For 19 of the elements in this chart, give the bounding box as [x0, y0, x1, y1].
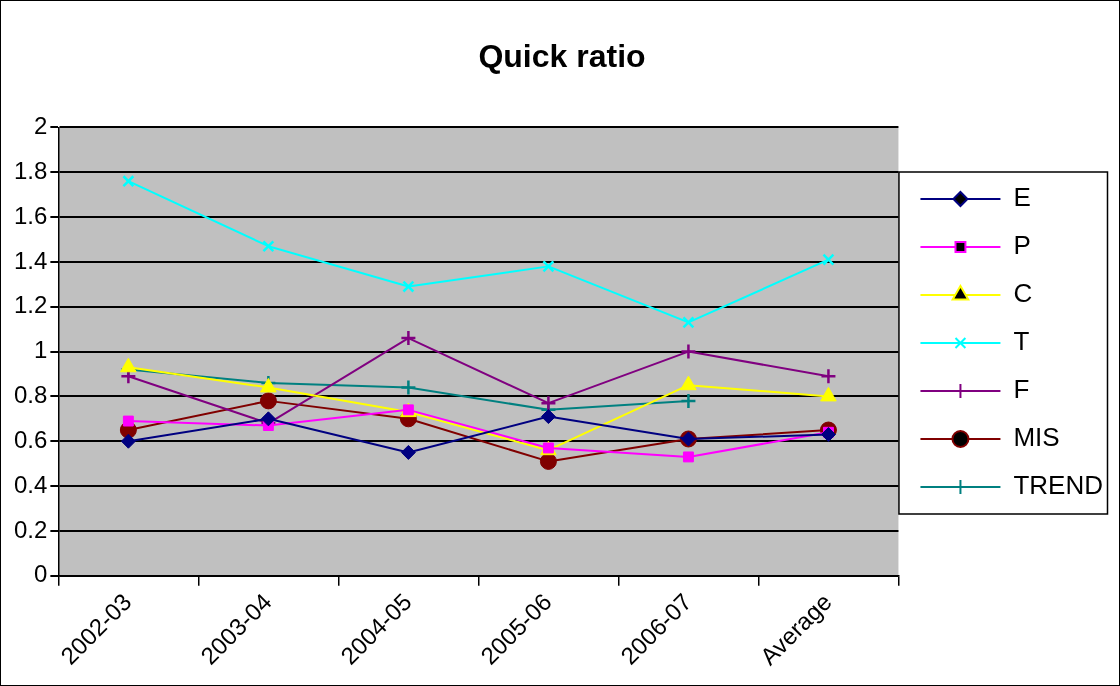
legend-label: MIS: [1013, 422, 1060, 453]
y-tick-label: 1: [34, 336, 48, 364]
legend-label: E: [1013, 182, 1031, 213]
y-tick-label: 0.6: [13, 425, 48, 453]
y-tick-label: 0.4: [13, 470, 48, 498]
y-tick-label: 1.4: [13, 246, 48, 274]
y-tick-label: 1.2: [13, 291, 48, 319]
y-tick-label: 0.8: [13, 381, 48, 409]
legend-label: TREND: [1013, 470, 1104, 501]
y-tick-label: 0: [34, 560, 48, 588]
legend-label: F: [1013, 374, 1030, 405]
y-tick-label: 1.8: [13, 156, 48, 184]
y-tick-label: 1.6: [13, 201, 48, 229]
legend-label: T: [1013, 326, 1030, 357]
legend-label: C: [1013, 278, 1033, 309]
chart-title: Quick ratio: [478, 38, 646, 75]
y-tick-label: 2: [34, 112, 48, 140]
y-tick-label: 0.2: [13, 515, 48, 543]
legend-label: P: [1013, 230, 1031, 261]
